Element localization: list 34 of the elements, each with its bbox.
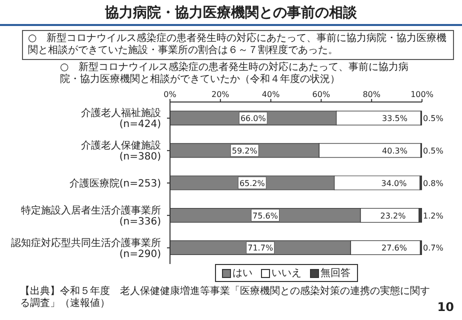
data-label: 0.5%	[423, 146, 444, 156]
y-tick-label: 介護老人福祉施設(n=424)	[81, 107, 162, 130]
x-tick-label: 60%	[312, 90, 330, 99]
chart-title: 協力病院・協力医療機関との事前の相談	[104, 4, 358, 22]
data-label: 65.2%	[239, 178, 266, 188]
text: ○ 新型コロナウイルス感染症の患者発生時の対応にあたって、事前に協力病院・協力医療機関と相談ができていた施設・事業所の割合は６～７割程度であった。	[22, 30, 454, 60]
data-label: 40.3%	[382, 146, 408, 156]
x-tick-label: 0%	[164, 90, 177, 99]
text: 10	[437, 300, 454, 314]
data-label: 75.6%	[252, 211, 278, 220]
x-tick-label: 20%	[212, 90, 230, 99]
x-tick-label: 100%	[410, 90, 434, 99]
data-label: 59.2%	[232, 146, 258, 156]
data-label: 27.6%	[382, 244, 408, 253]
y-tick-label: 特定施設入居者生活介護事業所(n=336)	[21, 204, 162, 228]
y-tick-label: 介護医療院(n=253)	[69, 178, 162, 190]
data-label: 1.2%	[423, 211, 444, 220]
data-label: 0.7%	[423, 244, 444, 253]
y-tick-label: 介護老人保健施設(n=380)	[81, 140, 162, 163]
data-label: 23.2%	[380, 211, 406, 220]
data-label: 0.5%	[423, 114, 444, 124]
data-label: 34.0%	[381, 178, 408, 188]
data-label: 0.8%	[423, 178, 444, 188]
data-label: 33.5%	[382, 114, 408, 124]
data-label: 66.0%	[240, 114, 266, 124]
x-tick-label: 40%	[262, 90, 280, 99]
x-tick-label: 80%	[362, 90, 381, 99]
legend-label: はい	[232, 267, 252, 280]
data-label: 71.7%	[248, 244, 274, 253]
text: 【出典】令和５年度 老人保健健康増進等事業「医療機関との感染対策の連携の実態に関する調査」（速報値）	[20, 286, 430, 310]
legend-label: いいえ	[270, 267, 302, 280]
chart-subtitle: ○ 新型コロナウイルス感染症の患者発生時の対応にあたって、事前に協力病院・協力医療機関と相談ができていたか（令和４年度の状況）	[60, 62, 410, 86]
legend-label: 無回答	[320, 267, 350, 280]
y-tick-label: 認知症対応型共同生活介護事業所(n=290)	[11, 236, 162, 260]
